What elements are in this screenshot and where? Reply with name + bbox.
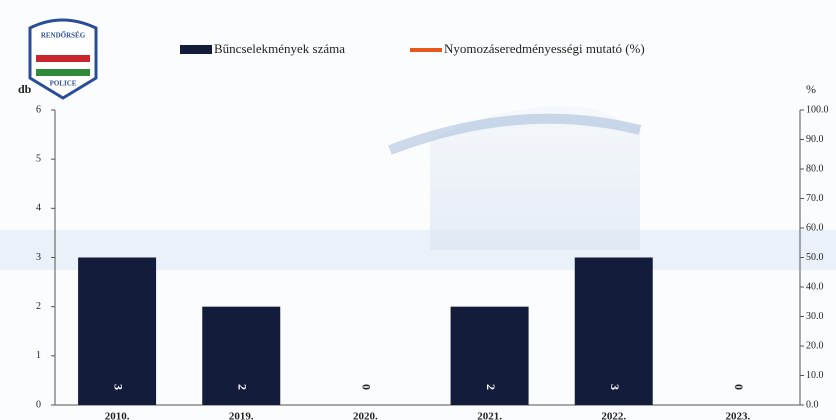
logo-stripe [36,62,90,69]
data-label: 3 [111,384,125,390]
data-label: 3 [608,384,622,390]
x-tick-label: 2019. [229,411,254,420]
data-label: 0 [360,384,374,390]
bar [202,306,281,405]
y2-tick-label: 90.0 [806,134,824,145]
y2-tick-label: 70.0 [806,193,824,204]
background-building [430,106,640,250]
y-tick-label: 5 [36,153,41,164]
data-label: 2 [484,384,498,390]
background-arc [388,113,642,155]
legend-swatch [180,45,212,54]
x-tick-label: 2023. [726,411,751,420]
y2-tick-label: 60.0 [806,222,824,233]
logo: RENDŐRSÉG POLICE [28,18,98,100]
legend-label: Bűncselekmények száma [214,41,345,56]
y-tick-label: 6 [36,104,41,115]
bar [574,257,653,405]
x-tick-label: 2022. [601,411,626,420]
y2-tick-label: 30.0 [806,311,824,322]
bar [78,257,157,405]
y-tick-label: 4 [36,203,41,214]
logo-top: RENDŐRSÉG [41,32,86,40]
y2-tick-label: 100.0 [806,104,829,115]
legend-label: Nyomozáseredményességi mutató (%) [444,41,645,56]
y2-axis-label: % [806,82,816,96]
y-tick-label: 2 [36,301,41,312]
x-tick-label: 2020. [353,411,378,420]
x-tick-label: 2010. [105,411,130,420]
logo-bottom: POLICE [50,80,77,88]
y-axis-label: db [18,82,32,96]
y2-tick-label: 40.0 [806,281,824,292]
y2-tick-label: 10.0 [806,370,824,381]
y-tick-label: 1 [36,350,41,361]
y2-tick-label: 80.0 [806,163,824,174]
data-label: 2 [236,384,250,390]
y2-tick-label: 0.0 [806,399,819,410]
y-tick-label: 0 [36,399,41,410]
logo-stripe [36,55,90,62]
logo-stripe [36,69,90,76]
bar [450,306,529,405]
data-label: 0 [732,384,746,390]
y-tick-label: 3 [36,252,41,263]
y2-tick-label: 50.0 [806,252,824,263]
x-tick-label: 2021. [477,411,502,420]
y2-tick-label: 20.0 [806,340,824,351]
